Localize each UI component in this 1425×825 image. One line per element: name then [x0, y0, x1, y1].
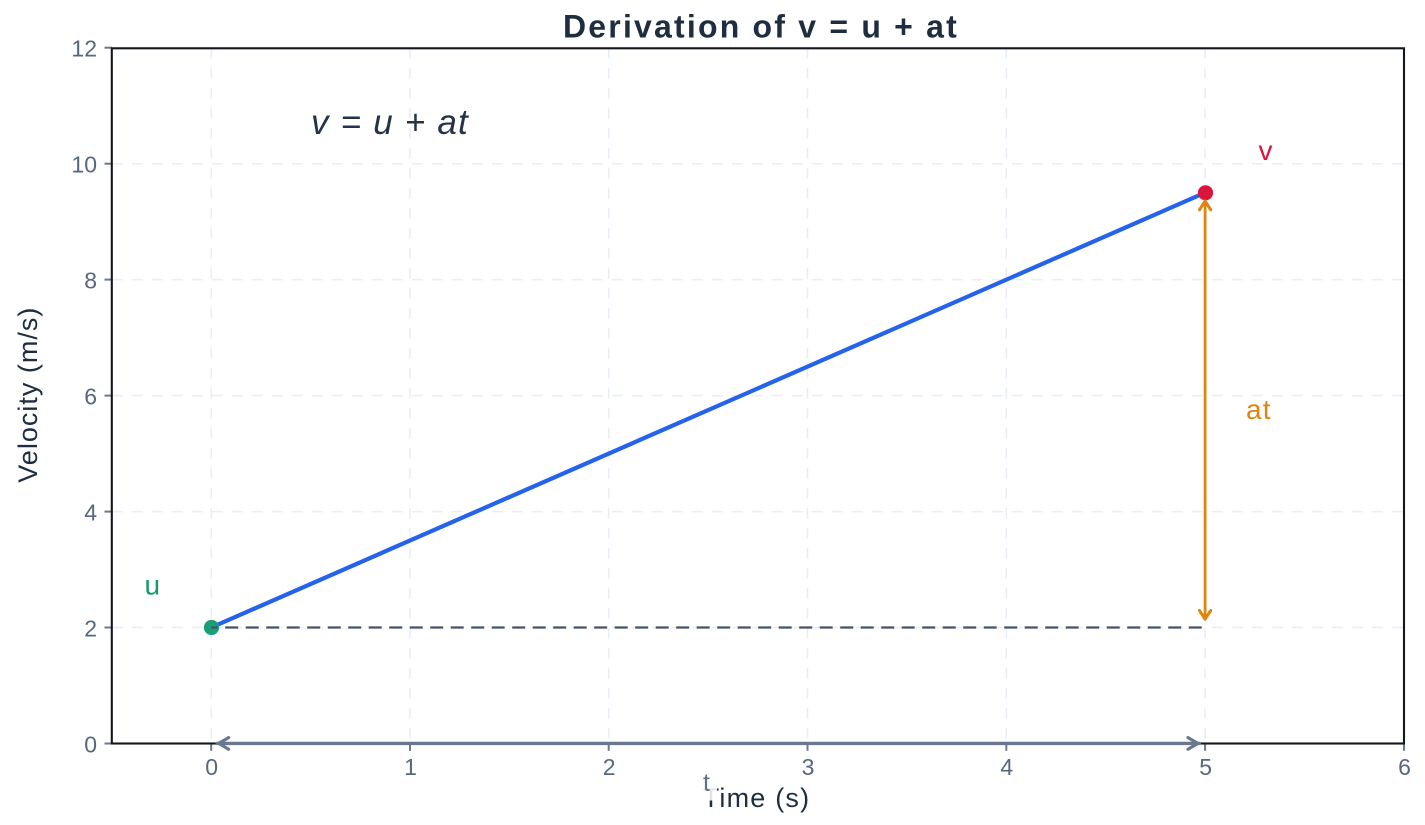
svg-text:Velocity (m/s): Velocity (m/s) — [13, 307, 43, 483]
svg-text:u: u — [145, 570, 161, 601]
svg-text:4: 4 — [84, 500, 97, 526]
svg-text:0: 0 — [84, 732, 97, 758]
svg-text:at: at — [1246, 394, 1272, 425]
svg-text:6: 6 — [1398, 754, 1411, 780]
svg-text:8: 8 — [84, 268, 97, 294]
svg-text:Derivation of v = u + at: Derivation of v = u + at — [563, 9, 959, 45]
svg-text:t: t — [703, 769, 710, 797]
svg-text:12: 12 — [71, 36, 97, 62]
svg-text:4: 4 — [1000, 754, 1013, 780]
svg-text:Time (s): Time (s) — [703, 783, 811, 813]
svg-text:2: 2 — [603, 754, 616, 780]
svg-text:v: v — [1259, 135, 1273, 166]
svg-text:5: 5 — [1199, 754, 1212, 780]
svg-text:2: 2 — [84, 616, 97, 642]
svg-text:10: 10 — [71, 152, 97, 178]
svg-text:6: 6 — [84, 384, 97, 410]
svg-text:3: 3 — [802, 754, 815, 780]
svg-text:1: 1 — [404, 754, 417, 780]
svg-text:0: 0 — [205, 754, 218, 780]
svg-text:v = u + at: v = u + at — [311, 103, 469, 142]
